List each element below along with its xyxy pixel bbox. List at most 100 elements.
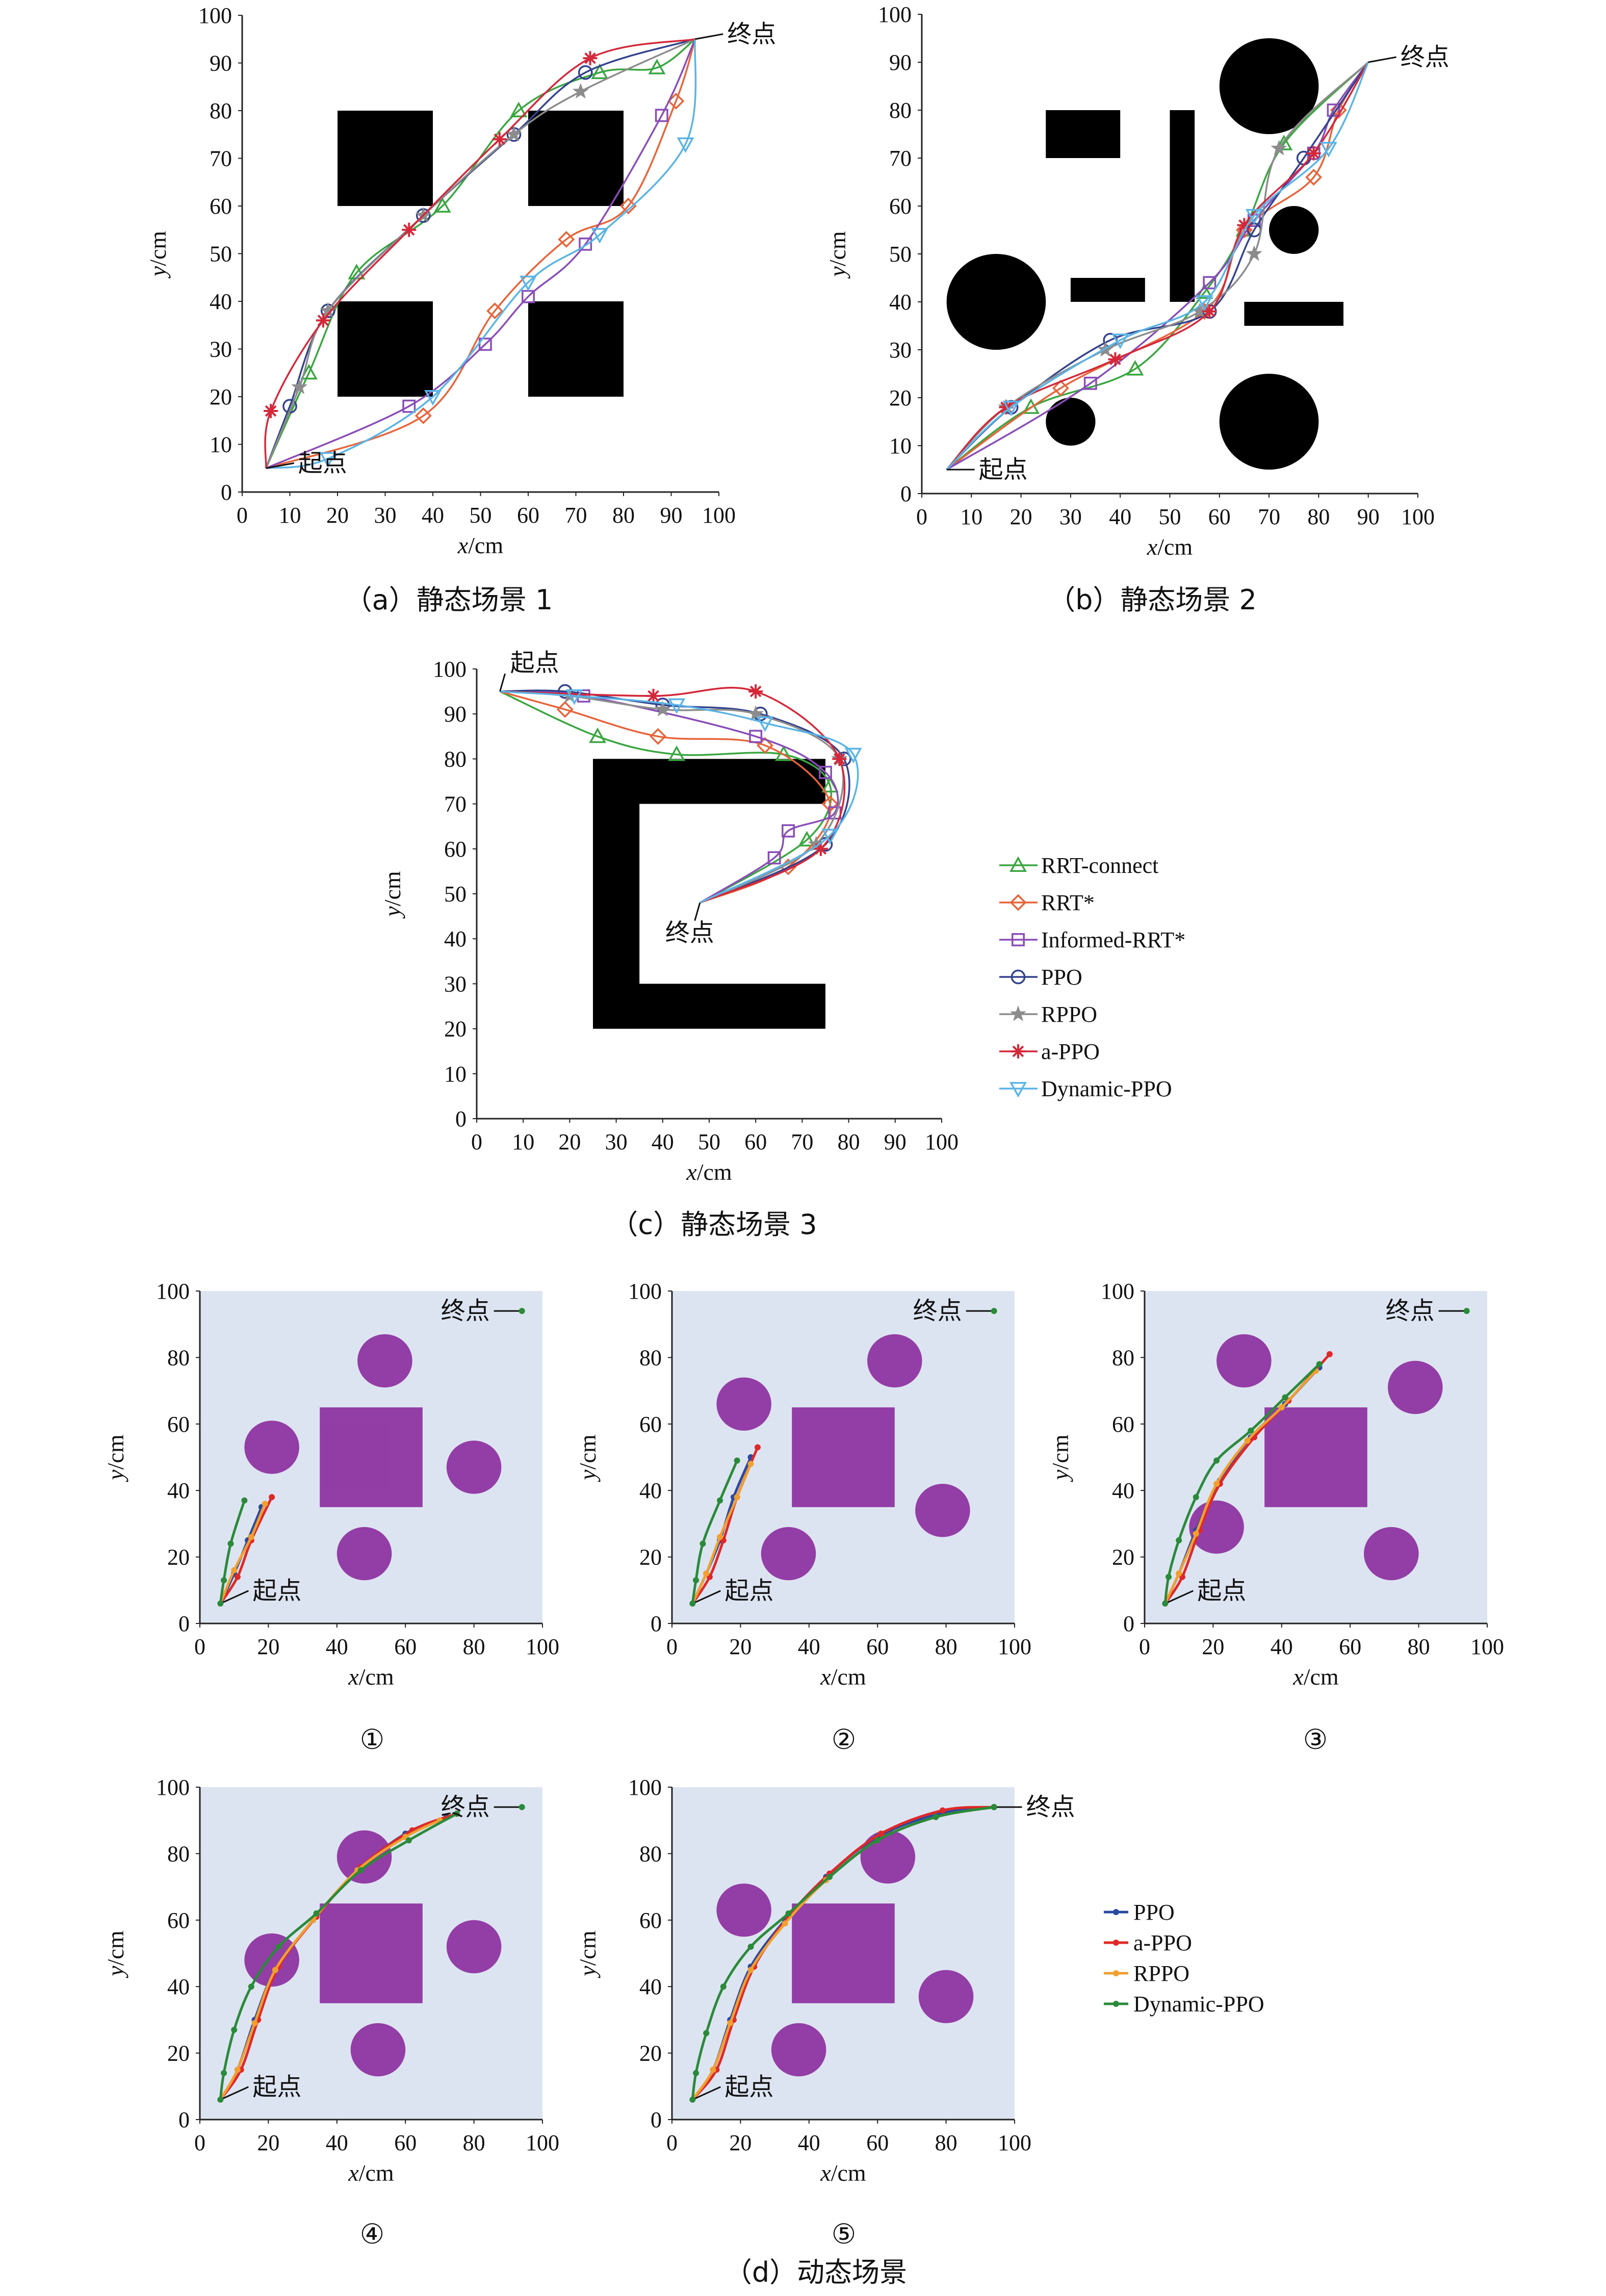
y-tick-label: 40 [889,290,912,315]
obstacle-rect [1046,110,1121,158]
start-label-dot [1162,1600,1169,1607]
x-tick-label: 10 [279,503,301,528]
y-axis-label-unit: /cm [145,231,171,266]
series-point [727,2020,734,2026]
x-axis-label-unit: /cm [831,2160,866,2186]
obstacle-circle [446,1920,502,1974]
series-point [1244,1437,1251,1444]
y-tick-label: 90 [889,50,912,75]
series-point [241,1497,248,1504]
series-marker [1052,379,1069,397]
series-point [717,1534,723,1540]
x-tick-label: 40 [422,503,444,528]
legend-label: PPO [1041,965,1082,990]
start-label: 起点 [217,2073,301,2103]
series-marker [667,92,685,110]
series-point [932,1814,939,1820]
legend-label: Informed-RRT* [1041,927,1185,952]
y-tick-label: 70 [444,792,467,817]
end-label-dot [519,1804,525,1811]
series-marker [767,851,781,865]
series-point [826,1874,833,1880]
series-marker [668,698,686,714]
legend-label: a-PPO [1041,1039,1100,1064]
series-marker [572,83,589,99]
series-line [500,690,859,904]
series-marker [433,197,451,213]
obstacle-circle [1364,1527,1419,1581]
end-label: 终点 [441,1793,525,1821]
start-label: 起点 [266,449,347,477]
y-tick-label: 90 [444,702,467,727]
legend-marker-stroke [1012,1045,1024,1057]
x-tick-label: 80 [1408,1634,1430,1659]
series-dynamic-ppo [219,1497,248,1604]
panels-layer: 0 10 20 30 40 50 60 70 80 90 100010203040506070809… [102,2,1504,2186]
legend-marker [1113,1909,1119,1915]
series-marker-stroke [403,224,415,236]
x-tick-label: 60 [866,2130,889,2155]
y-axis-label-unit: /cm [379,871,405,906]
x-tick-label: 100 [1470,1634,1504,1659]
end-label: 终点 [913,1297,997,1325]
y-tick-label: 60 [167,1412,190,1437]
legend-marker [1113,2001,1119,2007]
x-tick-label: 90 [1357,504,1380,529]
obstacle-rect [338,111,433,206]
x-tick-label: 0 [194,2130,205,2155]
series-marker [832,752,847,766]
caption-d5: ⑤ [832,2218,856,2250]
x-tick-label: 70 [565,503,587,528]
series-point [262,1501,268,1507]
legend-label: RPPO [1133,1961,1189,1986]
y-tick-label: 40 [167,1974,190,1999]
series-point [1176,1537,1182,1543]
end-label-dot [991,1308,997,1314]
x-tick-label: 0 [471,1129,482,1154]
series-point [703,1570,710,1577]
end-label: 终点 [665,902,714,947]
plot-area [477,669,942,1119]
end-label-leader [694,902,701,921]
series-marker [650,728,667,745]
obstacle-rect [1244,302,1344,326]
series-line [219,1819,441,2101]
y-tick-label: 60 [167,1908,190,1933]
start-label-text: 起点 [298,449,347,477]
start-label-dot [217,2096,224,2103]
x-tick-label: 0 [1139,1634,1150,1659]
series-marker [264,404,278,419]
series-marker [1327,104,1340,117]
series-point [1326,1351,1333,1357]
series-marker-stroke [1204,305,1215,318]
end-label: 终点 [1386,1297,1470,1325]
series-rrt- [266,39,696,469]
series-marker [300,364,318,380]
x-axis-label-var: x [1292,1664,1304,1690]
series-line [691,1805,994,2101]
y-axis-label-var: y [575,1966,601,1978]
y-axis-label: y/cm [575,1434,601,1482]
start-label: 起点 [499,649,559,692]
series-point [747,1461,754,1467]
series-rppo [219,1817,443,2101]
y-tick-label: 20 [889,385,912,410]
series-informed-rrt- [266,39,696,469]
x-tick-label: 80 [935,2130,957,2155]
series-point [1282,1394,1288,1401]
series-marker [556,701,574,718]
series-marker [798,831,816,847]
caption-d4: ④ [360,2218,384,2250]
legend-item-rppo: RPPO [1104,1961,1189,1986]
y-tick-label: 30 [889,338,912,363]
series-marker [668,745,686,761]
series-marker [677,137,694,153]
y-axis-label: y/cm [102,1434,128,1482]
y-tick-label: 100 [628,1775,662,1800]
x-axis-label-unit: /cm [1304,1664,1339,1690]
x-tick-label: 0 [666,1634,678,1659]
obstacle-rect [320,1407,423,1507]
series-marker [591,63,609,80]
